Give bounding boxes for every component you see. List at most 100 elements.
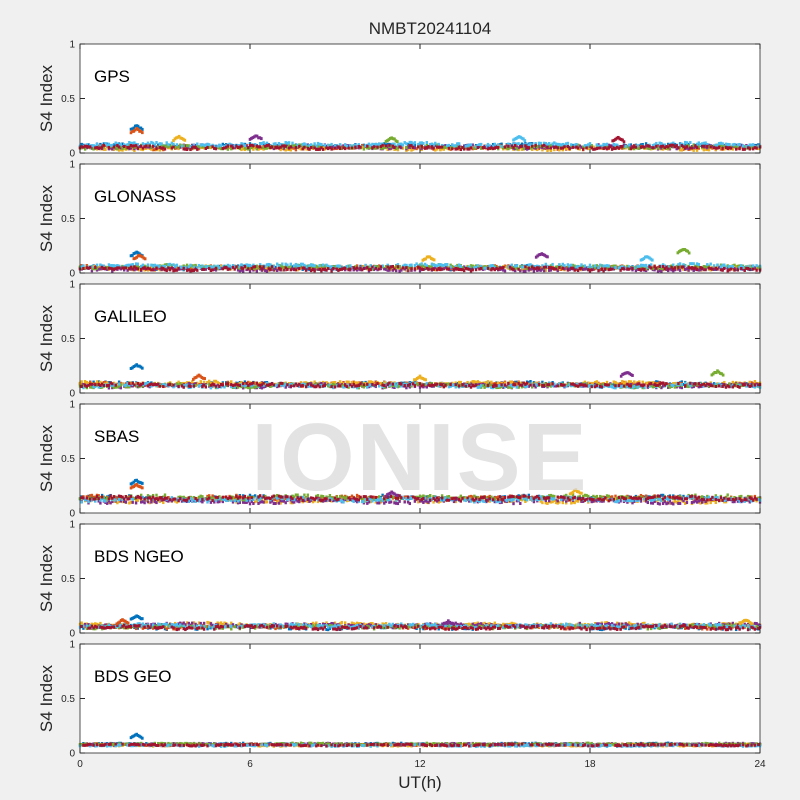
data-point xyxy=(265,141,269,145)
data-point xyxy=(136,267,139,271)
data-point xyxy=(687,142,690,146)
data-point xyxy=(214,147,218,151)
data-point xyxy=(685,145,689,149)
data-point xyxy=(306,267,309,271)
data-point xyxy=(184,145,187,149)
data-point xyxy=(546,145,549,149)
data-point xyxy=(180,144,184,148)
data-point xyxy=(599,146,602,150)
data-point xyxy=(714,143,717,147)
data-point xyxy=(692,143,695,147)
data-point xyxy=(721,146,724,150)
data-point xyxy=(422,267,425,271)
feature-point xyxy=(182,137,185,141)
data-point xyxy=(174,145,177,149)
feature-point xyxy=(512,138,515,142)
data-point xyxy=(168,262,172,266)
data-point xyxy=(610,267,614,271)
data-point xyxy=(680,148,683,152)
data-point xyxy=(133,141,136,145)
data-point xyxy=(277,141,281,145)
data-point xyxy=(629,380,632,384)
data-point xyxy=(497,146,500,150)
feature-point xyxy=(390,136,393,140)
data-point xyxy=(673,142,677,146)
data-point xyxy=(216,144,219,148)
data-point xyxy=(525,264,529,268)
data-point xyxy=(170,141,173,145)
feature-point xyxy=(386,139,389,143)
data-point xyxy=(510,265,513,269)
data-point xyxy=(279,145,282,149)
data-point xyxy=(167,145,170,149)
data-point xyxy=(177,266,180,270)
data-point xyxy=(719,144,723,148)
data-point xyxy=(250,145,253,149)
data-point xyxy=(342,144,345,148)
data-point xyxy=(592,145,595,149)
data-point xyxy=(439,148,442,152)
data-point xyxy=(242,147,245,151)
data-point xyxy=(656,146,660,150)
data-point xyxy=(670,143,673,147)
data-point xyxy=(750,268,753,272)
data-point xyxy=(386,142,389,146)
feature-point xyxy=(183,138,187,142)
data-point xyxy=(442,147,445,151)
data-point xyxy=(614,145,617,149)
data-point xyxy=(114,145,117,149)
data-point xyxy=(398,145,401,149)
data-point xyxy=(330,142,333,146)
data-point xyxy=(151,268,155,272)
data-point xyxy=(576,143,580,147)
data-point xyxy=(247,267,250,271)
data-point xyxy=(146,141,150,145)
data-point xyxy=(731,264,734,268)
data-point xyxy=(658,147,661,151)
data-point xyxy=(143,145,146,149)
y-tick-label: 1 xyxy=(69,280,75,291)
data-point xyxy=(531,147,534,151)
data-point xyxy=(524,265,527,269)
data-point xyxy=(463,144,466,148)
data-point xyxy=(121,148,124,152)
data-point xyxy=(287,144,291,148)
data-point xyxy=(629,145,632,149)
data-point xyxy=(262,147,265,151)
data-point xyxy=(117,145,121,149)
data-point xyxy=(150,145,153,149)
data-point xyxy=(393,142,396,146)
data-point xyxy=(298,144,301,148)
data-point xyxy=(185,144,189,148)
data-point xyxy=(546,149,549,153)
data-point xyxy=(478,143,481,147)
data-point xyxy=(633,147,636,151)
data-point xyxy=(405,142,408,146)
data-point xyxy=(457,146,461,150)
data-point xyxy=(420,144,423,148)
data-point xyxy=(738,147,741,151)
data-point xyxy=(466,147,469,151)
data-point xyxy=(95,142,99,146)
data-point xyxy=(736,268,740,272)
data-point xyxy=(735,145,738,149)
data-point xyxy=(554,145,558,149)
data-point xyxy=(281,144,284,148)
data-point xyxy=(607,264,610,268)
data-point xyxy=(406,148,410,152)
data-point xyxy=(199,143,202,147)
feature-point xyxy=(141,131,144,135)
y-tick-label: 0 xyxy=(69,149,75,160)
data-point xyxy=(476,143,479,147)
data-point xyxy=(293,144,296,148)
data-point xyxy=(644,146,648,150)
data-point xyxy=(565,266,568,270)
data-point xyxy=(289,268,292,272)
data-point xyxy=(474,268,478,272)
data-point xyxy=(344,266,347,270)
data-point xyxy=(393,145,396,149)
data-point xyxy=(651,146,655,150)
data-point xyxy=(318,142,321,146)
data-point xyxy=(158,145,162,149)
